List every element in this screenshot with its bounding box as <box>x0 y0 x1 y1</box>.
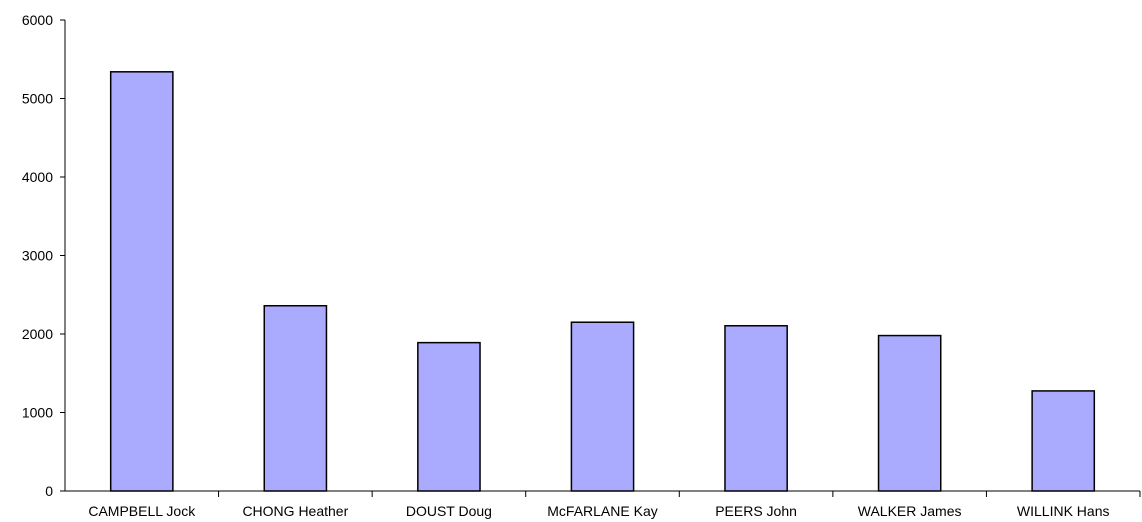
y-tick-label: 4000 <box>22 169 53 185</box>
x-tick-label: CAMPBELL Jock <box>88 503 196 519</box>
bar-peers-john <box>724 325 788 492</box>
x-tick-label: WALKER James <box>858 503 962 519</box>
bar-chong-heather <box>263 304 328 492</box>
x-tick-label: CHONG Heather <box>242 503 348 519</box>
bar-doust-doug <box>417 341 481 492</box>
bar-campbell-jock <box>109 71 174 492</box>
bar-mcfarlane-kay <box>570 321 635 492</box>
x-axis: CAMPBELL Jock CHONG Heather DOUST Doug McFA… <box>65 490 1141 519</box>
bar-willink-hans <box>1031 390 1096 492</box>
y-tick-label: 1000 <box>22 405 53 421</box>
y-tick-label: 2000 <box>22 326 53 342</box>
x-tick-label: DOUST Doug <box>406 503 492 519</box>
y-tick-label: 6000 <box>22 12 53 28</box>
y-tick-label: 5000 <box>22 91 53 107</box>
bar-walker-james <box>877 334 942 492</box>
x-tick-label: McFARLANE Kay <box>547 503 657 519</box>
y-tick-label: 0 <box>45 483 53 499</box>
x-tick-label: PEERS John <box>715 503 797 519</box>
y-tick-label: 3000 <box>22 248 53 264</box>
bars <box>109 71 1096 492</box>
x-tick-label: WILLINK Hans <box>1017 503 1110 519</box>
y-axis: 0 1000 2000 3000 4000 5000 6000 <box>22 12 66 499</box>
